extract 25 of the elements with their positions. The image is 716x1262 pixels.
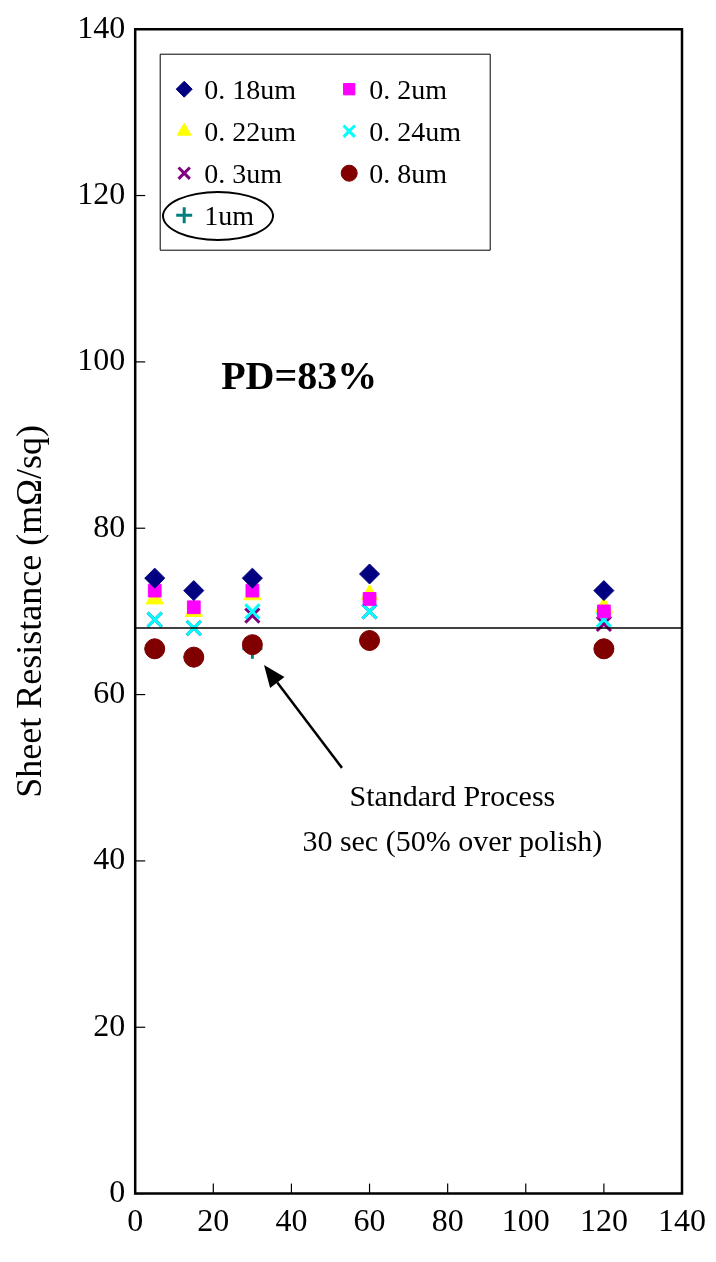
x-tick-label: 120 [579,1202,628,1239]
y-axis-title: Sheet Resistance (mΩ/sq) [9,425,50,798]
legend-label: 0. 22um [204,115,297,147]
x-tick-label: 20 [197,1202,230,1239]
x-tick-label: 140 [658,1202,706,1239]
x-tick-label: 80 [431,1202,464,1239]
x-tick-label: 100 [501,1202,550,1239]
annotation: Standard Process 30 sec (50% over polish) [302,778,603,858]
legend-label: 0. 24um [369,115,462,147]
x-tick-label: 60 [353,1202,386,1239]
legend-label: 0. 18um [204,73,297,105]
legend-label: 1um [204,199,255,231]
legend-label: 0. 3um [204,157,283,189]
y-tick-label: 140 [77,8,126,45]
y-tick-label: 40 [93,840,126,877]
x-tick-label: 40 [275,1202,308,1239]
y-tick-label: 0 [109,1173,126,1210]
legend-label: 0. 2um [369,73,448,105]
y-tick-label: 60 [93,673,126,710]
legend-label: 0. 8um [369,157,448,189]
y-tick-label: 100 [77,341,126,378]
y-tick-label: 80 [93,507,126,544]
y-tick-label: 20 [93,1006,126,1043]
annotation: PD=83% [221,352,378,398]
y-tick-label: 120 [77,174,126,211]
